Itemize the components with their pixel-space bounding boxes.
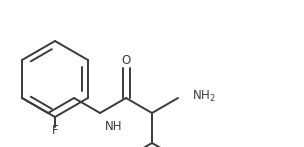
Text: O: O: [121, 54, 131, 66]
Text: NH$_2$: NH$_2$: [192, 88, 216, 103]
Text: NH: NH: [105, 120, 123, 133]
Text: F: F: [52, 125, 58, 137]
